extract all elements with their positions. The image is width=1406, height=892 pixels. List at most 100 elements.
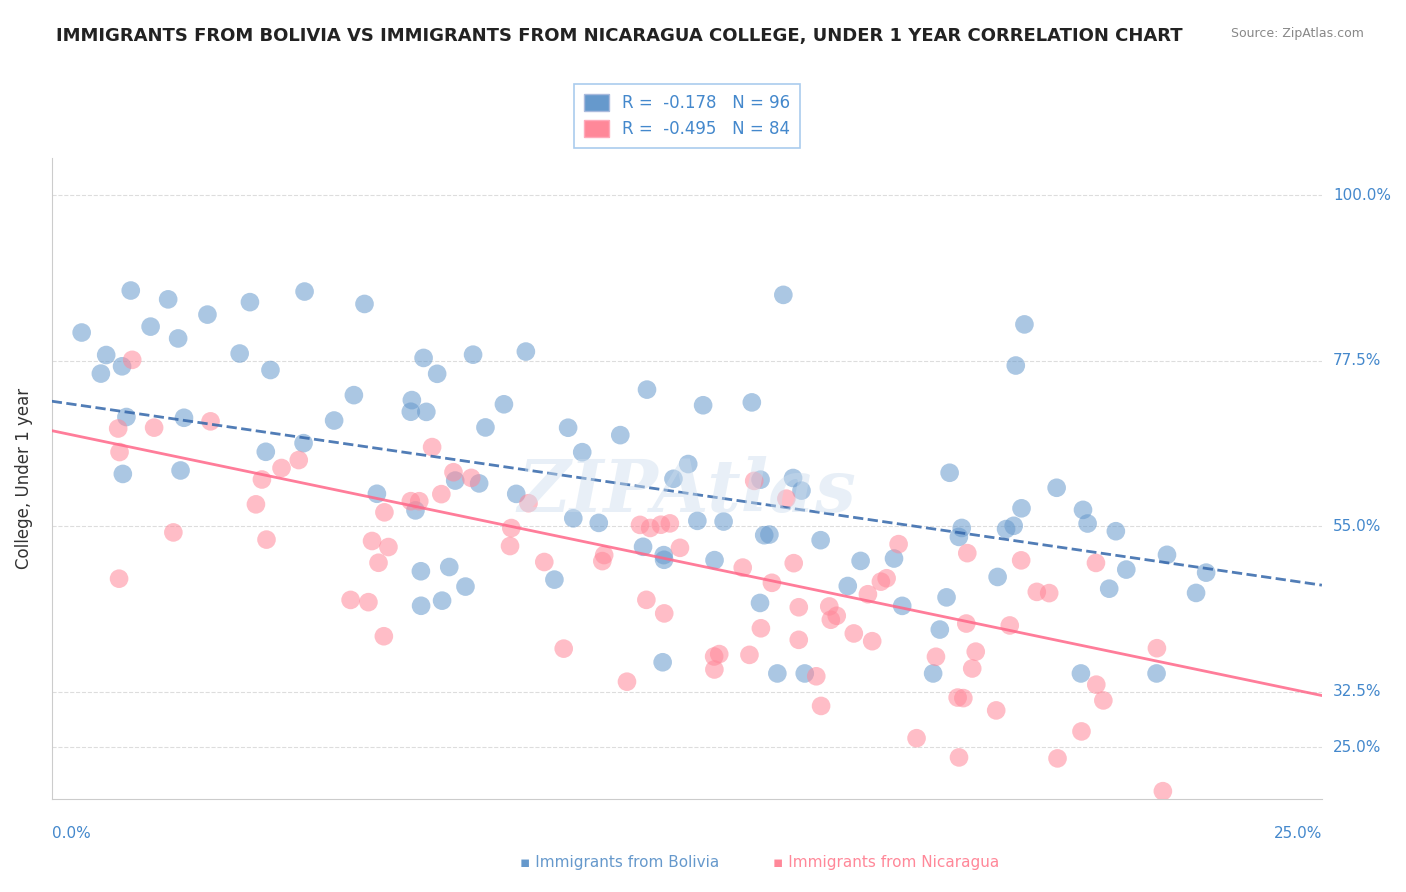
Point: [1146, 641, 1168, 656]
Point: [96, 348, 118, 362]
Point: [820, 613, 842, 627]
Point: [409, 564, 432, 578]
Point: [1195, 566, 1218, 580]
Point: [401, 393, 423, 408]
Point: [883, 551, 905, 566]
Point: [787, 632, 810, 647]
Point: [935, 591, 957, 605]
Point: [1115, 563, 1137, 577]
Point: [270, 461, 292, 475]
Point: [430, 487, 453, 501]
Point: [1046, 751, 1069, 765]
Text: ▪ Immigrants from Nicaragua: ▪ Immigrants from Nicaragua: [773, 855, 1000, 870]
Point: [1146, 666, 1168, 681]
Point: [761, 575, 783, 590]
Point: [287, 453, 309, 467]
Point: [70, 326, 93, 340]
Point: [339, 593, 361, 607]
Point: [361, 534, 384, 549]
Point: [793, 666, 815, 681]
Point: [837, 579, 859, 593]
Point: [638, 521, 661, 535]
Point: [876, 571, 898, 585]
Point: [1025, 585, 1047, 599]
Point: [651, 655, 673, 669]
Point: [709, 647, 731, 661]
Point: [891, 599, 914, 613]
Point: [1085, 678, 1108, 692]
Point: [430, 593, 453, 607]
Point: [790, 483, 813, 498]
Point: [593, 548, 616, 562]
Point: [787, 600, 810, 615]
Point: [995, 522, 1018, 536]
Point: [121, 352, 143, 367]
Point: [818, 599, 841, 614]
Point: [443, 465, 465, 479]
Text: 25.0%: 25.0%: [1274, 826, 1322, 841]
Point: [686, 514, 709, 528]
Point: [960, 661, 983, 675]
Point: [108, 445, 131, 459]
Point: [948, 750, 970, 764]
Point: [775, 491, 797, 506]
Point: [553, 641, 575, 656]
Y-axis label: College, Under 1 year: College, Under 1 year: [15, 388, 32, 569]
Point: [922, 666, 945, 681]
Point: [353, 297, 375, 311]
Point: [409, 599, 432, 613]
Point: [108, 572, 131, 586]
Point: [373, 629, 395, 643]
Point: [669, 541, 692, 555]
Point: [1092, 693, 1115, 707]
Point: [420, 440, 443, 454]
Point: [955, 616, 977, 631]
Point: [806, 669, 828, 683]
Point: [517, 496, 540, 510]
Point: [107, 421, 129, 435]
Point: [323, 413, 346, 427]
Point: [987, 570, 1010, 584]
Text: 32.5%: 32.5%: [1333, 684, 1382, 699]
Point: [292, 436, 315, 450]
Point: [870, 574, 893, 589]
Point: [738, 648, 761, 662]
Point: [766, 666, 789, 681]
Point: [533, 555, 555, 569]
Point: [662, 472, 685, 486]
Point: [111, 467, 134, 481]
Point: [399, 494, 422, 508]
Point: [254, 444, 277, 458]
Point: [887, 537, 910, 551]
Point: [703, 553, 725, 567]
Point: [772, 288, 794, 302]
Point: [758, 527, 780, 541]
Point: [501, 521, 523, 535]
Point: [636, 383, 658, 397]
Point: [173, 410, 195, 425]
Point: [938, 466, 960, 480]
Point: [1010, 553, 1032, 567]
Point: [650, 517, 672, 532]
Point: [543, 573, 565, 587]
Legend: R =  -0.178   N = 96, R =  -0.495   N = 84: R = -0.178 N = 96, R = -0.495 N = 84: [574, 84, 800, 148]
Point: [1004, 359, 1026, 373]
Point: [741, 395, 763, 409]
Point: [439, 560, 461, 574]
Point: [652, 548, 675, 562]
Point: [562, 511, 585, 525]
Point: [925, 649, 948, 664]
Point: [956, 546, 979, 560]
Point: [703, 663, 725, 677]
Point: [454, 580, 477, 594]
Point: [946, 690, 969, 705]
Point: [426, 367, 449, 381]
Point: [636, 592, 658, 607]
Point: [444, 474, 467, 488]
Point: [749, 621, 772, 635]
Text: ZIPAtlas: ZIPAtlas: [517, 456, 856, 527]
Point: [460, 471, 482, 485]
Point: [505, 487, 527, 501]
Point: [373, 505, 395, 519]
Point: [143, 420, 166, 434]
